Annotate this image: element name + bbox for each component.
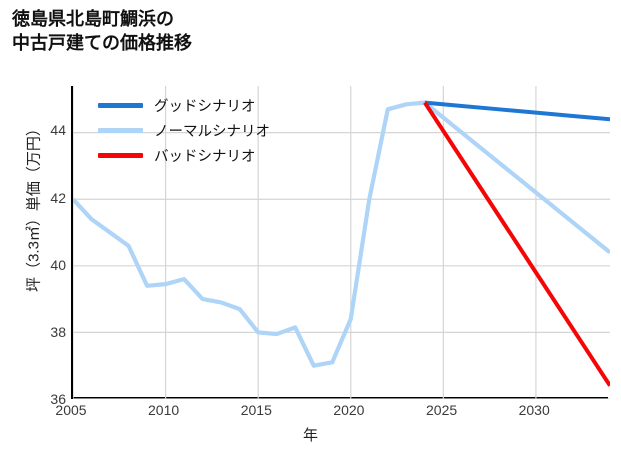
y-tick-label-44: 44 <box>50 122 66 138</box>
data-lines <box>73 100 610 387</box>
x-tick-label-2020: 2020 <box>333 402 365 418</box>
legend-item-good: グッドシナリオ <box>98 93 328 118</box>
x-tick-label-2015: 2015 <box>240 402 272 418</box>
gridlines <box>73 86 610 399</box>
legend-label-normal: ノーマルシナリオ <box>154 124 270 140</box>
x-axis-title: 年 <box>302 427 318 444</box>
x-tick-label-2010: 2010 <box>148 402 180 418</box>
legend-item-bad: バッドシナリオ <box>98 143 328 168</box>
y-axis-title: 坪（3.3㎡）単価（万円） <box>25 121 43 292</box>
page-title: 徳島県北島町鯛浜の 中古戸建ての価格推移 <box>12 9 192 54</box>
legend-item-normal: ノーマルシナリオ <box>98 118 328 143</box>
plot-area <box>71 86 610 399</box>
x-tick-label-2025: 2025 <box>426 402 458 418</box>
x-tick-label-2030: 2030 <box>518 402 550 418</box>
legend-label-good: グッドシナリオ <box>154 99 256 115</box>
legend-swatch-bad <box>98 153 143 158</box>
legend: グッドシナリオ ノーマルシナリオ バッドシナリオ <box>98 93 328 168</box>
series-line <box>424 100 610 122</box>
chart-canvas <box>73 86 610 399</box>
legend-swatch-normal <box>98 128 143 133</box>
y-tick-label-38: 38 <box>50 324 66 340</box>
y-tick-label-40: 40 <box>50 257 66 273</box>
y-tick-label-42: 42 <box>50 190 66 206</box>
legend-swatch-good <box>98 103 143 108</box>
x-tick-label-2005: 2005 <box>55 402 87 418</box>
series-line <box>73 100 610 368</box>
y-tick-label-36: 36 <box>50 391 66 407</box>
series-line <box>423 101 610 387</box>
legend-label-bad: バッドシナリオ <box>154 149 256 165</box>
